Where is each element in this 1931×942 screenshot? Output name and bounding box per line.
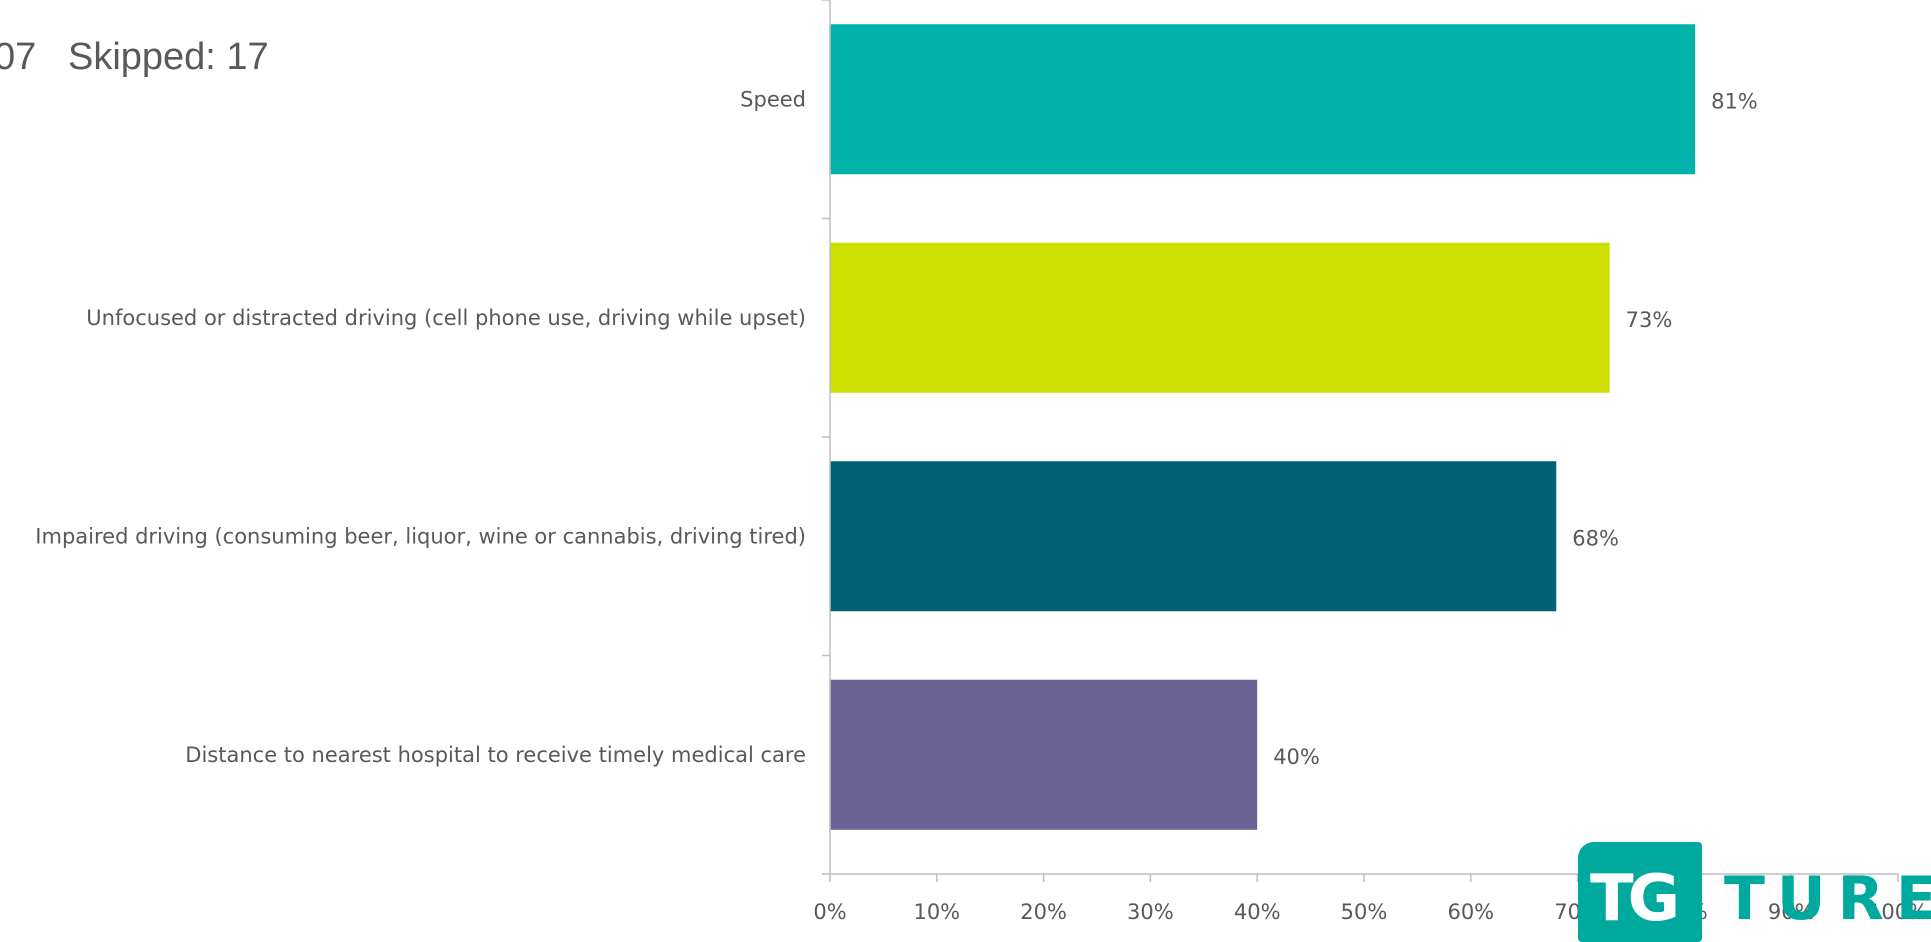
x-tick-label: 30%	[1127, 900, 1174, 923]
answered-count: 07	[0, 36, 37, 78]
category-label: Distance to nearest hospital to receive …	[185, 743, 806, 767]
category-label: Impaired driving (consuming beer, liquor…	[35, 524, 806, 548]
value-label: 73%	[1626, 308, 1673, 332]
category-label: Unfocused or distracted driving (cell ph…	[86, 306, 806, 330]
labels-group: Speed 81% Unfocused or distracted driving …	[35, 87, 1757, 769]
bar-3	[830, 461, 1557, 612]
x-tick-label: 40%	[1234, 900, 1281, 923]
category-label: Speed	[740, 87, 806, 111]
bars-group	[830, 24, 1696, 830]
x-tick-label: 0%	[813, 900, 846, 923]
bar-4	[830, 679, 1258, 830]
bar-chart: 0%10%20%30%40%50%60%70%80%90%100% Speed8…	[35, 0, 1928, 923]
value-label: 68%	[1572, 526, 1619, 550]
value-label: 81%	[1711, 89, 1758, 113]
x-tick-label: 10%	[913, 900, 960, 923]
logo-mark-letters: TG	[1590, 862, 1680, 936]
value-label: 40%	[1273, 745, 1320, 769]
logo-wordmark: TUREL	[1724, 864, 1931, 934]
bar-2	[830, 242, 1610, 393]
response-summary: 07 Skipped: 17	[0, 36, 269, 79]
logo-mark: TG	[1578, 842, 1702, 942]
x-tick-label: 50%	[1341, 900, 1388, 923]
x-tick-label: 20%	[1020, 900, 1067, 923]
x-tick-label: 90%	[1768, 900, 1815, 923]
bar-1	[830, 24, 1696, 175]
x-tick-label: 60%	[1447, 900, 1494, 923]
turel-logo: TG TUREL	[1578, 842, 1931, 942]
x-tick-label: 100%	[1868, 900, 1928, 923]
skipped-count: Skipped: 17	[67, 36, 269, 78]
